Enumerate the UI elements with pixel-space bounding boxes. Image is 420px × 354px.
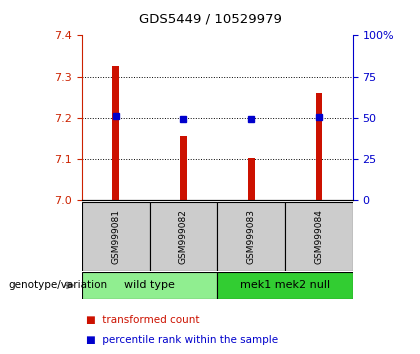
Text: ■  transformed count: ■ transformed count bbox=[86, 315, 200, 325]
Text: GSM999084: GSM999084 bbox=[315, 209, 323, 264]
Bar bbox=[248, 158, 255, 200]
Bar bbox=[315, 93, 322, 200]
Bar bbox=[218, 272, 353, 299]
Bar bbox=[82, 272, 218, 299]
Text: wild type: wild type bbox=[124, 280, 175, 290]
Text: GSM999081: GSM999081 bbox=[111, 209, 120, 264]
Text: genotype/variation: genotype/variation bbox=[8, 280, 108, 290]
Bar bbox=[180, 136, 187, 200]
Bar bbox=[82, 202, 150, 271]
Bar bbox=[150, 202, 218, 271]
Text: GSM999082: GSM999082 bbox=[179, 209, 188, 264]
Text: ■  percentile rank within the sample: ■ percentile rank within the sample bbox=[86, 335, 278, 345]
Text: GSM999083: GSM999083 bbox=[247, 209, 256, 264]
Bar bbox=[113, 66, 119, 200]
Bar bbox=[285, 202, 353, 271]
Text: mek1 mek2 null: mek1 mek2 null bbox=[240, 280, 330, 290]
Bar bbox=[218, 202, 285, 271]
Text: GDS5449 / 10529979: GDS5449 / 10529979 bbox=[139, 12, 281, 25]
